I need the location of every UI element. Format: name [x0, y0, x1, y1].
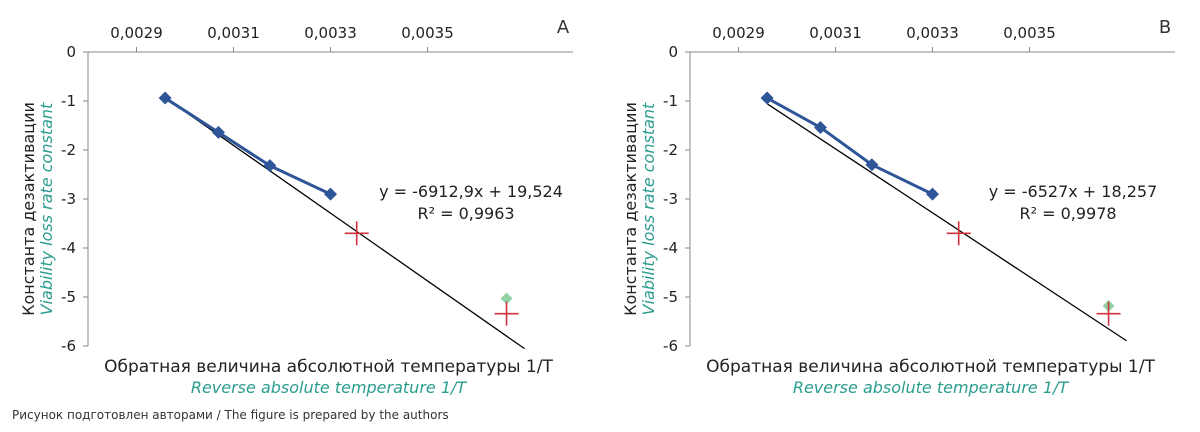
x-axis-label: Обратная величина абсолютной температуры…	[104, 357, 553, 377]
y-axis-label-en: Viability loss rate constant	[639, 102, 658, 315]
cross-point	[494, 301, 519, 326]
y-tick-label: -6	[61, 337, 76, 355]
y-axis-label: Константа дезактивации	[19, 102, 38, 316]
cross-point	[946, 221, 971, 246]
trend-line	[767, 103, 1127, 342]
series-line	[766, 96, 934, 196]
figure-canvas: 0,0029 0,0031 0,0033 0,0035 0 -1 -2 -3 -4 -5 -6 A Ко…	[19, 17, 1175, 397]
extra-point	[500, 292, 513, 305]
y-axis-label: Константа дезактивации	[621, 102, 640, 316]
data-point	[158, 91, 172, 105]
series-line	[164, 96, 332, 196]
y-tick-label: 0	[66, 43, 76, 61]
y-tick-label: -1	[663, 92, 678, 110]
data-point	[263, 159, 277, 173]
data-point	[813, 120, 827, 134]
regression-equation: y = -6912,9x + 19,524	[379, 182, 563, 201]
regression-equation: y = -6527x + 18,257	[989, 182, 1158, 201]
cross-point	[1096, 301, 1121, 326]
figure-caption: Рисунок подготовлен авторами / The figur…	[12, 408, 449, 422]
y-tick-label: -6	[663, 337, 678, 355]
data-point	[760, 91, 774, 105]
y-axis-label-en: Viability loss rate constant	[37, 102, 56, 315]
y-tick-label: -2	[61, 141, 76, 159]
cross-point	[344, 221, 369, 246]
x-tick-label: 0,0029	[712, 24, 765, 42]
trend-line	[165, 97, 525, 350]
y-tick-label: -3	[663, 190, 678, 208]
y-tick-label: -4	[61, 239, 76, 257]
data-point	[324, 187, 337, 201]
data-point	[926, 187, 939, 201]
x-tick-label: 0,0035	[1003, 24, 1056, 42]
r-squared-label: R² = 0,9963	[417, 204, 514, 223]
data-point	[865, 158, 879, 172]
y-tick-label: -3	[61, 190, 76, 208]
panel-letter: A	[557, 17, 570, 38]
y-tick-label: -5	[663, 288, 678, 306]
x-tick-label: 0,0035	[401, 24, 454, 42]
x-tick-label: 0,0031	[809, 24, 862, 42]
y-tick-label: -4	[663, 239, 678, 257]
x-axis-label: Обратная величина абсолютной температуры…	[706, 357, 1155, 377]
y-tick-label: -2	[663, 141, 678, 159]
panel-letter: B	[1159, 17, 1171, 38]
data-point	[211, 125, 225, 139]
chart-panel-a: 0,0029 0,0031 0,0033 0,0035 0 -1 -2 -3 -4 -5 -6 A Ко…	[19, 17, 573, 397]
chart-panel-b: 0,0029 0,0031 0,0033 0,0035 0 -1 -2 -3 -4 -5 -6 B Ко…	[621, 17, 1175, 397]
x-axis-label-en: Reverse absolute temperature 1/T	[191, 378, 468, 397]
x-tick-label: 0,0029	[110, 24, 163, 42]
x-tick-label: 0,0033	[304, 24, 357, 42]
x-tick-label: 0,0031	[207, 24, 260, 42]
y-tick-label: -5	[61, 288, 76, 306]
y-tick-label: 0	[668, 43, 678, 61]
x-axis-label-en: Reverse absolute temperature 1/T	[793, 378, 1070, 397]
r-squared-label: R² = 0,9978	[1019, 204, 1116, 223]
x-tick-label: 0,0033	[906, 24, 959, 42]
y-tick-label: -1	[61, 92, 76, 110]
